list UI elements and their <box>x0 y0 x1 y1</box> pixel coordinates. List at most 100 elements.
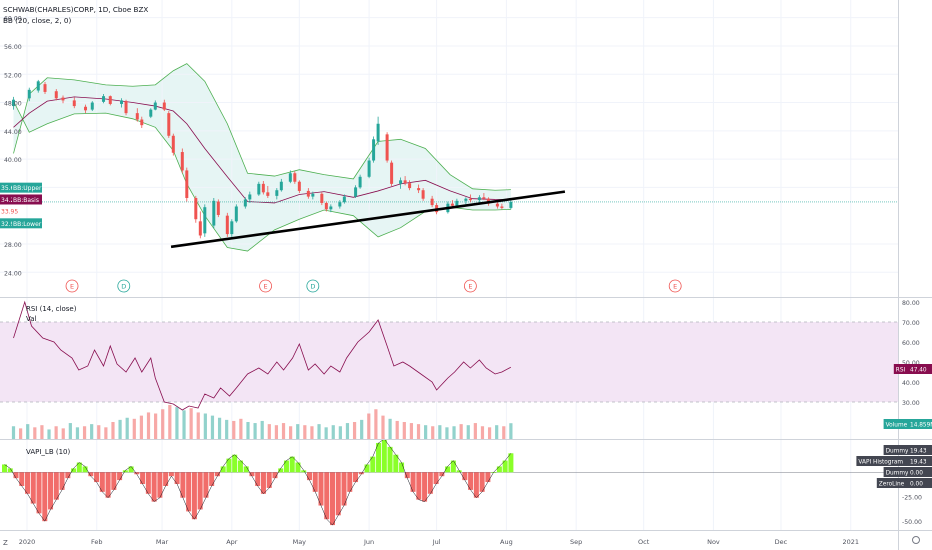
vapi-histogram-bar <box>117 472 123 481</box>
candle-body <box>338 202 342 207</box>
candle-body <box>403 180 407 184</box>
volume-badge-value: 14.859M <box>910 423 932 429</box>
candle-body <box>84 106 88 111</box>
volume-bar <box>281 423 286 439</box>
volume-bar <box>438 425 442 439</box>
candle-body <box>266 192 270 196</box>
volume-bar <box>54 426 58 439</box>
volume-bar <box>61 428 65 439</box>
vapi-histogram-bar <box>88 472 94 477</box>
volume-bar <box>40 425 44 439</box>
volume-bar <box>239 418 243 439</box>
candle-body <box>167 113 171 136</box>
time-tick-label: Feb <box>91 538 103 546</box>
volume-bar <box>189 408 193 439</box>
vapi-histogram-bar <box>220 466 226 473</box>
vapi-histogram-bar <box>209 472 215 486</box>
vapi-histogram-bar <box>399 462 405 473</box>
bb-lower-badge-name-box <box>12 218 42 229</box>
bb-upper-line <box>13 63 511 191</box>
volume-bar <box>146 412 151 439</box>
vapi-histogram-bar <box>82 466 88 473</box>
volume-bar <box>33 427 37 439</box>
time-tick-label: Nov <box>707 538 720 546</box>
vapi-histogram-bar <box>128 466 134 473</box>
vapi-histogram-bar <box>122 470 128 473</box>
candle-body <box>399 180 403 184</box>
volume-bar <box>47 429 51 439</box>
candle-body <box>185 170 189 198</box>
vapi-histogram-bar <box>462 472 468 481</box>
volume-bar <box>11 426 16 439</box>
candle-body <box>108 96 112 104</box>
time-tick-label: Apr <box>226 538 238 546</box>
volume-bar <box>338 426 342 439</box>
candle-body <box>43 84 47 92</box>
dummy-u-badge-value: 19.43 <box>910 449 927 455</box>
earnings-event-icon <box>668 279 682 293</box>
vapi-histogram-bar <box>94 472 100 483</box>
time-tick-label: Jul <box>432 538 441 546</box>
volume-bar <box>232 420 236 439</box>
candle-body <box>342 196 346 203</box>
vapi-histogram-bar <box>473 472 479 498</box>
volume-bar <box>296 424 300 439</box>
volume-bar <box>82 426 87 439</box>
vapi-histogram-bar <box>496 466 502 473</box>
candle-body <box>27 89 31 99</box>
vapi-histogram-bar <box>76 462 82 473</box>
vapi-histogram-bar <box>105 472 111 498</box>
volume-bar <box>424 425 428 439</box>
bb-basis-badge-name-box <box>12 194 42 205</box>
zero-line-badge-value: 0.00 <box>910 482 923 488</box>
candle-body <box>171 135 175 153</box>
volume-bar <box>104 427 108 439</box>
vapi-histogram-badge-name-box <box>856 456 908 466</box>
vapi-histogram-bar <box>30 472 36 504</box>
candle-body <box>297 181 301 191</box>
bb-upper-badge-name: BB:Upper <box>13 185 42 192</box>
vapi-histogram-bar <box>36 472 42 514</box>
rsi-badge-value: 47.40 <box>910 368 927 374</box>
vapi-histogram-bar <box>427 472 433 494</box>
volume-bar <box>388 418 392 439</box>
bb-lower-badge-name: BB:Lower <box>13 221 42 228</box>
vapi-histogram-bar <box>370 456 376 473</box>
candle-body <box>230 221 234 235</box>
vapi-histogram-bar <box>387 446 393 473</box>
rsi-tick-label: 60.00 <box>902 340 920 347</box>
vapi-histogram-bar <box>111 472 117 490</box>
rsi-tick-label: 80.00 <box>902 300 920 307</box>
candle-body <box>102 96 106 102</box>
vapi-histogram-bar <box>404 472 410 479</box>
vapi-histogram-bar <box>260 472 266 494</box>
volume-bar <box>253 423 257 439</box>
vapi-histogram-bar <box>232 454 238 473</box>
dummy-l-badge-name-box <box>883 467 908 477</box>
settings-gear-icon[interactable] <box>912 536 920 544</box>
candle-body <box>216 201 220 215</box>
volume-bar <box>509 423 513 439</box>
vapi-histogram-bar <box>25 472 31 494</box>
volume-bar <box>260 420 264 439</box>
candle-body <box>279 181 283 191</box>
time-axis-zoom-icon: Z <box>3 539 8 547</box>
time-tick-label: Dec <box>775 538 788 546</box>
volume-bar <box>495 425 499 439</box>
volume-bar <box>225 419 229 439</box>
vapi-histogram-bar <box>163 472 169 486</box>
candle-body <box>54 91 58 99</box>
bb-upper-badge-value: 35.68 <box>1 185 18 192</box>
candle-body <box>367 160 371 177</box>
time-tick-label: 2020 <box>19 538 36 546</box>
vapi-histogram-bar <box>249 472 255 477</box>
volume-bar <box>196 412 200 439</box>
candle-body <box>408 183 412 189</box>
vapi-histogram-bar <box>341 472 347 506</box>
vapi-histogram-bar <box>99 472 105 492</box>
price-tick-label: 24.00 <box>4 270 22 277</box>
vapi-histogram-bar <box>289 456 295 473</box>
volume-bar <box>452 426 456 439</box>
